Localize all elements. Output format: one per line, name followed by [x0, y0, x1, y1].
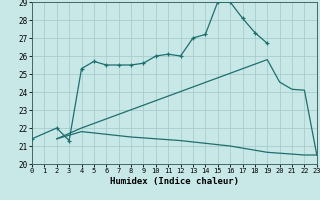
X-axis label: Humidex (Indice chaleur): Humidex (Indice chaleur) [110, 177, 239, 186]
